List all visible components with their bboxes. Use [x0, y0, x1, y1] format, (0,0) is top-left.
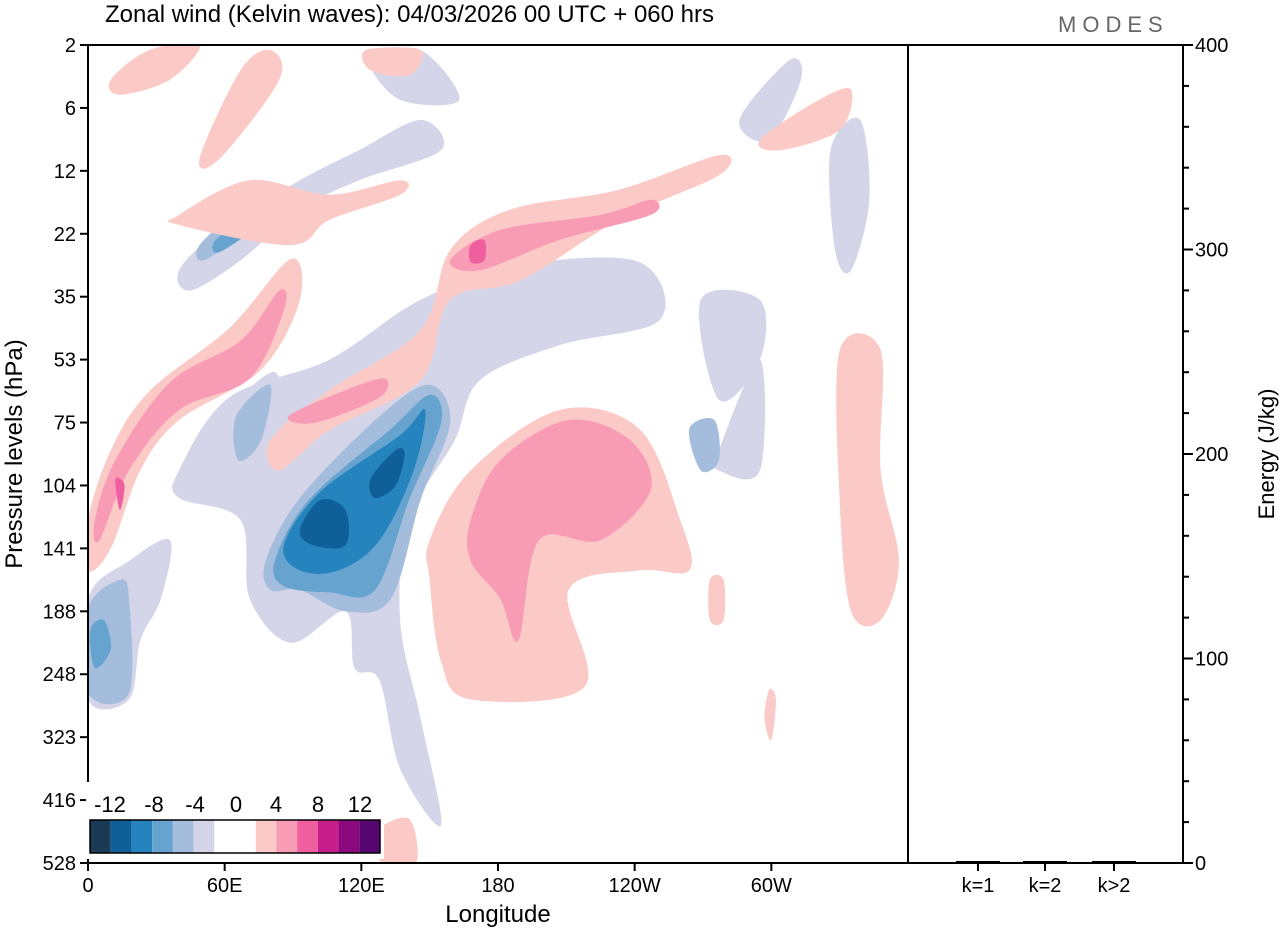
- energy-tick-label: 300: [1195, 240, 1228, 262]
- easterly-wind-region: [172, 257, 666, 827]
- easterly-wind-region: [688, 417, 720, 473]
- y-tick-label: 188: [43, 601, 76, 623]
- y-tick-label: 323: [43, 727, 76, 749]
- colorbar-label: -12: [94, 792, 126, 817]
- colorbar-swatch: [172, 820, 194, 853]
- energy-bar: [956, 861, 1000, 863]
- x-tick-label: 180: [481, 875, 514, 897]
- colorbar-swatch: [338, 820, 360, 853]
- y-tick-label: 53: [54, 350, 76, 372]
- westerly-wind-region: [115, 477, 125, 511]
- easterly-wind-region: [233, 384, 272, 462]
- colorbar-swatch: [317, 820, 339, 853]
- energy-tick-label: 400: [1195, 35, 1228, 57]
- y-tick-label: 248: [43, 664, 76, 686]
- energy-bar: [1023, 861, 1067, 863]
- energy-category-label: k=2: [1029, 875, 1062, 897]
- colorbar-swatch: [359, 820, 380, 853]
- energy-axis-label: Energy (J/kg): [1254, 389, 1279, 520]
- x-axis-label: Longitude: [445, 901, 550, 928]
- y-tick-label: 2: [65, 35, 76, 57]
- westerly-wind-region: [708, 574, 726, 626]
- easterly-wind-region: [829, 117, 870, 274]
- energy-tick-label: 100: [1195, 649, 1228, 671]
- x-tick-label: 120E: [338, 875, 385, 897]
- colorbar-swatch: [110, 820, 132, 853]
- easterly-wind-region: [699, 289, 767, 402]
- colorbar-label: 12: [348, 792, 372, 817]
- westerly-wind-region: [361, 47, 423, 77]
- y-tick-label: 141: [43, 538, 76, 560]
- y-tick-label: 416: [43, 790, 76, 812]
- colorbar-label: 8: [312, 792, 324, 817]
- colorbar-swatch: [297, 820, 318, 853]
- easterly-wind-region: [369, 448, 405, 499]
- westerly-wind-region: [466, 419, 652, 642]
- colorbar-legend: -12 -8 -4 0 4 8 12: [86, 782, 384, 859]
- westerly-wind-region: [375, 817, 418, 863]
- westerly-wind-region: [287, 378, 389, 424]
- colorbar-swatch: [131, 820, 153, 853]
- colorbar-swatch: [255, 820, 277, 853]
- y-tick-label: 22: [54, 224, 76, 246]
- colorbar-label: 4: [270, 792, 282, 817]
- easterly-wind-region: [177, 119, 445, 291]
- colorbar-swatch: [193, 820, 215, 853]
- westerly-wind-region: [198, 49, 283, 169]
- westerly-wind-region: [167, 179, 409, 246]
- chart-title: Zonal wind (Kelvin waves): 04/03/2026 00…: [105, 1, 714, 28]
- y-tick-label: 12: [54, 161, 76, 183]
- energy-tick-label: 200: [1195, 444, 1228, 466]
- westerly-wind-region: [758, 87, 853, 151]
- colorbar-swatch: [276, 820, 298, 853]
- westerly-wind-region: [764, 688, 776, 741]
- easterly-wind-region: [89, 619, 112, 669]
- axes: 0 60E 120E 180 120W 60W 2 6 12 22 35 53 75 104 141 188 2…: [43, 35, 1229, 897]
- easterly-wind-region: [739, 58, 803, 142]
- colorbar-swatch: [214, 820, 256, 853]
- energy-category-label: k=1: [962, 875, 995, 897]
- x-tick-label: 120W: [609, 875, 661, 897]
- westerly-wind-region: [468, 239, 487, 264]
- energy-category-label: k>2: [1098, 875, 1131, 897]
- energy-panel-frame: [907, 44, 1184, 864]
- colorbar-label: -4: [185, 792, 205, 817]
- easterly-wind-region: [299, 498, 349, 549]
- westerly-wind-region: [108, 45, 200, 95]
- colorbar-label: -8: [144, 792, 164, 817]
- colorbar-label: 0: [230, 792, 242, 817]
- westerly-wind-region: [836, 333, 899, 627]
- colorbar-swatch: [90, 820, 111, 853]
- x-tick-label: 0: [82, 875, 93, 897]
- y-tick-label: 6: [65, 98, 76, 120]
- x-tick-label: 60W: [751, 875, 792, 897]
- easterly-wind-region: [713, 359, 766, 480]
- y-tick-label: 35: [54, 287, 76, 309]
- contour-field: [88, 45, 899, 863]
- y-tick-label: 528: [43, 853, 76, 875]
- energy-tick-label: 0: [1195, 853, 1206, 875]
- colorbar-swatch: [152, 820, 173, 853]
- energy-bar: [1092, 861, 1136, 863]
- westerly-wind-region: [93, 289, 287, 543]
- westerly-wind-region: [449, 199, 660, 272]
- y-tick-label: 104: [43, 475, 76, 497]
- modes-logo: MODES: [1058, 12, 1169, 37]
- colorbar-frame: [89, 819, 381, 854]
- y-tick-label: 75: [54, 413, 76, 435]
- y-axis-label: Pressure levels (hPa): [1, 339, 28, 568]
- x-tick-label: 60E: [207, 875, 243, 897]
